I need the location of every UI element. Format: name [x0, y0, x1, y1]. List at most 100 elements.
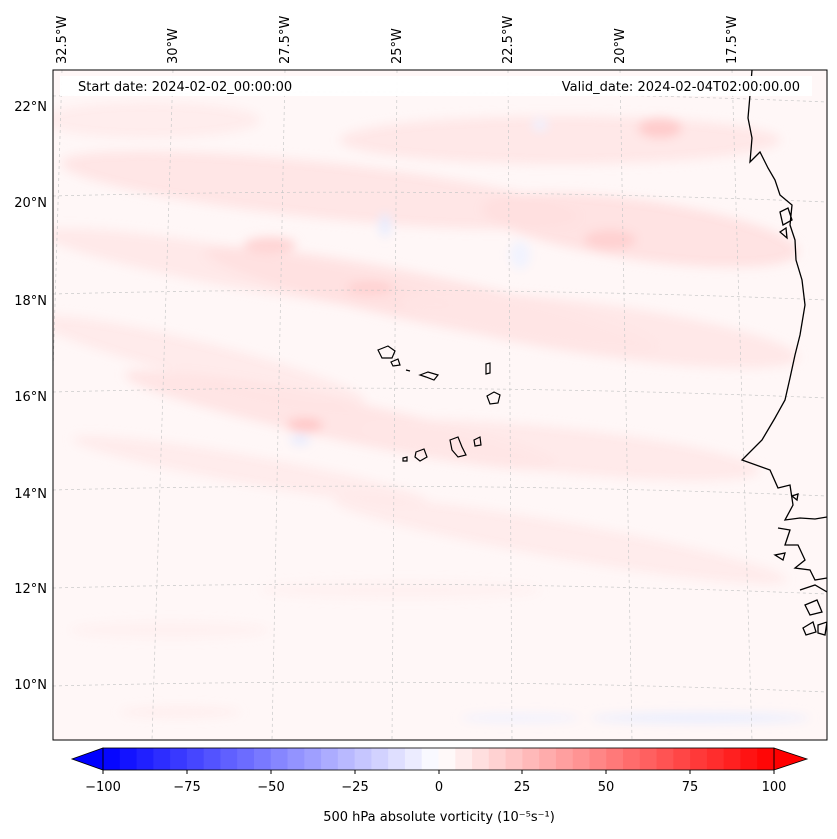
vorticity-minimum: [590, 713, 810, 723]
meridian-line: [391, 70, 398, 740]
vorticity-band: [481, 192, 799, 268]
colorbar-segment: [203, 748, 222, 770]
colorbar-segment: [740, 748, 758, 770]
colorbar-segment: [488, 748, 507, 770]
africa-coastline: [802, 621, 817, 636]
colorbar-segment: [354, 748, 373, 770]
colorbar-segment: [253, 748, 272, 770]
cbar-tick-label: −50: [257, 780, 284, 795]
meridian-line: [151, 70, 174, 740]
cbar-tick-label: 50: [598, 780, 615, 795]
island-santiago: [449, 436, 467, 458]
island-santo-antao: [377, 345, 396, 359]
colorbar-segment: [170, 748, 188, 770]
africa-coastline: [777, 527, 827, 581]
colorbar-segment: [455, 748, 473, 770]
africa-coastline: [799, 584, 827, 593]
colorbar-segments: [103, 748, 775, 770]
colorbar-segment: [639, 748, 658, 770]
cbar-tick-label: 100: [762, 780, 787, 795]
lon-label-20w: 20°W: [613, 28, 628, 64]
vorticity-band: [401, 292, 799, 368]
parallel-line: [53, 583, 827, 595]
lat-label-18n: 18°N: [14, 294, 47, 309]
vorticity-minimum: [532, 119, 548, 131]
parallel-line: [53, 387, 827, 399]
parallel-line: [53, 191, 827, 203]
africa-coastline: [804, 599, 823, 616]
colorbar-segment: [237, 748, 255, 770]
colorbar-segment: [606, 748, 624, 770]
colorbar-ticks: −100 −75 −50 −25 0 25 50 75 100: [85, 770, 786, 795]
island-sao-vicente: [390, 358, 401, 367]
lon-label-17-5w: 17.5°W: [725, 16, 740, 64]
colorbar-segment: [505, 748, 523, 770]
vorticity-minimum: [379, 213, 391, 237]
colorbar-segment: [321, 748, 339, 770]
longitude-labels: 32.5°W 30°W 27.5°W 25°W 22.5°W 20°W 17.5…: [55, 16, 740, 64]
colorbar-extend-high: [773, 747, 809, 771]
vorticity-minimum: [460, 714, 580, 722]
meridian-line: [271, 70, 286, 740]
parallel-line: [53, 289, 827, 301]
colorbar-segment: [287, 748, 305, 770]
cbar-tick-label: 75: [682, 780, 699, 795]
vorticity-maximum: [584, 230, 636, 250]
africa-coastline: [779, 207, 793, 226]
vorticity-maximum: [346, 281, 394, 295]
info-box: [60, 76, 812, 96]
vorticity-band: [61, 151, 579, 229]
colorbar-segment: [673, 748, 691, 770]
lon-label-25w: 25°W: [390, 28, 405, 64]
colorbar-segment: [623, 748, 641, 770]
meridian-line: [731, 70, 753, 740]
vorticity-maximum: [638, 118, 682, 138]
vorticity-maximum: [287, 418, 323, 432]
colorbar-segment: [539, 748, 557, 770]
colorbar-segment: [421, 748, 440, 770]
vorticity-band: [340, 116, 780, 164]
colorbar-segment: [555, 748, 574, 770]
cbar-tick-label: 0: [435, 780, 443, 795]
cbar-tick-label: −75: [173, 780, 200, 795]
lat-label-14n: 14°N: [14, 487, 47, 502]
vorticity-band: [260, 582, 540, 598]
colorbar-segment: [690, 748, 708, 770]
vorticity-maximum: [244, 237, 296, 253]
africa-coastline: [817, 621, 827, 636]
colorbar-segment: [103, 748, 121, 770]
start-date-label: Start date: 2024-02-02_00:00:00: [78, 80, 292, 95]
lat-label-22n: 22°N: [14, 100, 47, 115]
colorbar-segment: [186, 748, 205, 770]
colorbar-segment: [153, 748, 171, 770]
cape-verde-islands: [377, 345, 501, 462]
island-sao-nicolau: [418, 371, 440, 381]
graticule: [53, 70, 827, 740]
colorbar-segment: [337, 748, 356, 770]
colorbar-segment: [723, 748, 742, 770]
colorbar-segment: [136, 748, 154, 770]
lat-label-16n: 16°N: [14, 390, 47, 405]
vorticity-band: [120, 707, 240, 717]
colorbar: −100 −75 −50 −25 0 25 50 75 100 500 hPa …: [70, 747, 809, 825]
vorticity-minimum: [510, 241, 530, 269]
map-panel[interactable]: Start date: 2024-02-02_00:00:00 Valid_da…: [31, 70, 827, 740]
vorticity-band: [333, 496, 787, 584]
island-brava: [402, 456, 408, 462]
vorticity-band: [53, 315, 366, 405]
lon-label-27-5w: 27.5°W: [278, 16, 293, 64]
colorbar-segment: [656, 748, 674, 770]
colorbar-extend-low: [70, 747, 104, 771]
island-sal: [485, 362, 491, 375]
meridian-line: [619, 70, 633, 740]
cbar-tick-label: −25: [341, 780, 368, 795]
vorticity-field: [53, 102, 810, 723]
colorbar-segment: [706, 748, 725, 770]
lat-label-20n: 20°N: [14, 196, 47, 211]
africa-coastline: [778, 226, 788, 240]
vorticity-band: [70, 622, 270, 638]
coastline: [740, 70, 827, 636]
colorbar-segment: [371, 748, 389, 770]
meridian-line: [507, 70, 513, 740]
